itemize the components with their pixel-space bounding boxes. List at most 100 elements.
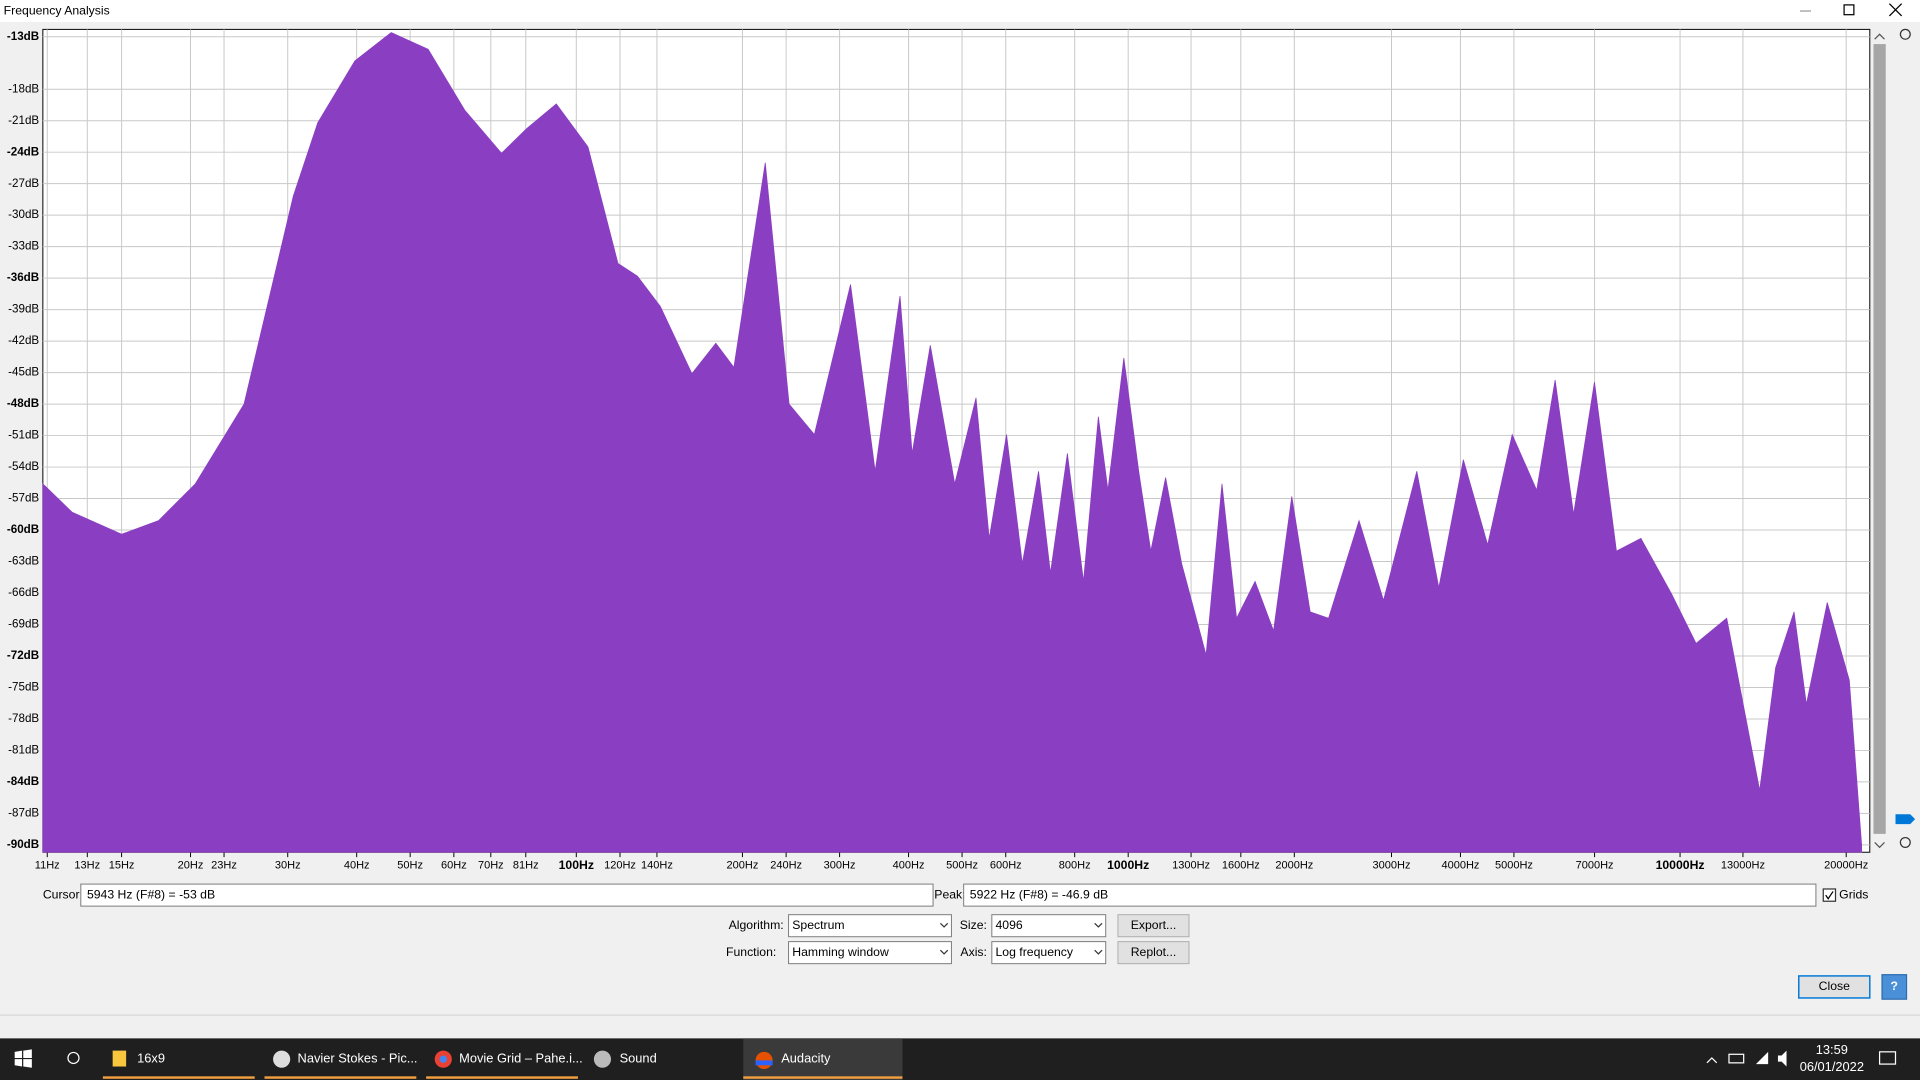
notifications[interactable]	[1878, 1051, 1897, 1065]
cursor-value: 5943 Hz (F#8) = -53 dB	[87, 887, 215, 901]
clock-date[interactable]: 06/01/2022	[1800, 1059, 1864, 1074]
x-tick-label: 300Hz	[824, 860, 856, 872]
size-select[interactable]	[991, 914, 1107, 938]
y-tick-label: -72dB	[7, 649, 39, 662]
x-tick-label: 2000Hz	[1275, 860, 1313, 872]
start-button[interactable]	[14, 1049, 32, 1068]
y-tick-label: -39dB	[8, 303, 39, 316]
grids-label[interactable]: Grids	[1839, 887, 1868, 901]
x-tick-label: 50Hz	[397, 860, 423, 872]
taskbar: 16x9 Navier Stokes - Pic... Movie Grid –…	[0, 1038, 1920, 1080]
taskbar-app[interactable]: Movie Grid – Pahe.i...	[459, 1051, 583, 1066]
close-window-button[interactable]	[1888, 3, 1903, 17]
taskbar-app[interactable]: Sound	[620, 1051, 657, 1066]
export-button[interactable]	[1117, 914, 1190, 938]
x-tick-label: 3000Hz	[1373, 860, 1411, 872]
y-tick-label: -90dB	[7, 838, 39, 851]
app-icon	[273, 1050, 291, 1068]
taskbar-app[interactable]: Audacity	[781, 1051, 831, 1066]
dropdown-arrow	[1094, 949, 1103, 955]
window-title: Frequency Analysis	[4, 3, 110, 17]
algorithm-label: Algorithm:	[729, 918, 784, 932]
x-tick-label: 30Hz	[275, 860, 301, 872]
taskbar-app[interactable]: 16x9	[137, 1051, 165, 1066]
x-tick-label: 200Hz	[727, 860, 759, 872]
x-tick-label: 13Hz	[74, 860, 100, 872]
app-icon	[112, 1050, 127, 1067]
scroll-thumb[interactable]	[1873, 44, 1886, 834]
app-icon	[593, 1050, 612, 1068]
algorithm-value[interactable]: Spectrum	[792, 918, 844, 932]
y-tick-label: -57dB	[8, 492, 39, 505]
y-tick-label: -66dB	[8, 586, 39, 599]
x-tick-label: 11Hz	[35, 860, 60, 872]
y-tick-label: -78dB	[8, 712, 39, 725]
help-button[interactable]	[1881, 974, 1908, 1000]
x-tick-label: 23Hz	[211, 860, 237, 872]
tray-icon[interactable]	[1777, 1050, 1787, 1067]
dropdown-arrow	[939, 922, 949, 928]
x-tick-label: 240Hz	[770, 860, 802, 872]
taskbar-app[interactable]: Navier Stokes - Pic...	[298, 1051, 418, 1066]
axis-select[interactable]	[991, 941, 1107, 965]
app-underline	[743, 1076, 903, 1079]
tray-icon[interactable]	[1728, 1053, 1745, 1064]
cursor-label: Cursor:	[43, 887, 83, 901]
x-tick-label: 15Hz	[109, 860, 135, 872]
x-tick-label: 70Hz	[478, 860, 504, 872]
restore-button[interactable]	[1843, 4, 1855, 16]
x-tick-label: 120Hz	[604, 860, 636, 872]
search-button[interactable]	[67, 1051, 80, 1065]
y-tick-label: -48dB	[7, 397, 39, 410]
scroll-down[interactable]	[1874, 842, 1885, 849]
x-tick-label: 1600Hz	[1222, 860, 1260, 872]
help-label[interactable]: ?	[1891, 979, 1898, 993]
zoom-slider[interactable]	[1895, 814, 1916, 825]
grids-check	[1825, 891, 1834, 900]
size-label: Size:	[960, 918, 987, 932]
tray-icon[interactable]	[1706, 1057, 1718, 1064]
y-tick-label: -30dB	[8, 208, 39, 221]
peak-value: 5922 Hz (F#8) = -46.9 dB	[970, 887, 1108, 901]
x-tick-label: 20Hz	[178, 860, 204, 872]
algorithm-select[interactable]	[788, 914, 952, 938]
replot-label[interactable]: Replot...	[1131, 945, 1177, 959]
y-tick-label: -18dB	[8, 82, 39, 95]
x-tick-label: 100Hz	[559, 858, 594, 872]
x-tick-label: 800Hz	[1059, 860, 1091, 872]
x-tick-label: 60Hz	[441, 860, 467, 872]
y-tick-label: -21dB	[8, 114, 39, 127]
function-select[interactable]	[788, 941, 952, 965]
x-tick-label: 7000Hz	[1576, 860, 1614, 872]
zoom-out-icon[interactable]	[1899, 836, 1911, 848]
close-button[interactable]	[1798, 975, 1871, 999]
function-value[interactable]: Hamming window	[792, 945, 889, 959]
replot-button[interactable]	[1117, 941, 1190, 965]
app-icon	[755, 1060, 773, 1066]
y-tick-label: -63dB	[8, 555, 39, 568]
x-tick-label: 4000Hz	[1441, 860, 1479, 872]
x-tick-label: 20000Hz	[1824, 860, 1868, 872]
x-tick-label: 500Hz	[946, 860, 978, 872]
y-tick-label: -54dB	[8, 460, 39, 473]
y-tick-label: -45dB	[8, 366, 39, 379]
scroll-up[interactable]	[1874, 33, 1885, 40]
export-label[interactable]: Export...	[1131, 918, 1177, 932]
clock-time[interactable]: 13:59	[1816, 1042, 1848, 1057]
grids-checkbox[interactable]	[1822, 888, 1837, 902]
spectrum-chart: 11Hz 13Hz 15Hz 20Hz 23Hz 30Hz 40Hz 50Hz 60Hz 70Hz…	[7, 29, 1870, 872]
close-label[interactable]: Close	[1819, 979, 1850, 993]
y-tick-label: -42dB	[8, 334, 39, 347]
x-tick-label: 13000Hz	[1721, 860, 1765, 872]
axis-value[interactable]: Log frequency	[996, 945, 1074, 959]
zoom-in-icon[interactable]	[1899, 28, 1911, 40]
x-tick-label: 1000Hz	[1107, 858, 1149, 872]
taskbar-background	[0, 1038, 1920, 1080]
y-tick-label: -51dB	[8, 429, 39, 442]
size-value[interactable]: 4096	[996, 918, 1023, 932]
x-tick-label: 81Hz	[513, 860, 539, 872]
dropdown-arrow	[1094, 922, 1103, 928]
spectrum-area	[42, 32, 1862, 853]
